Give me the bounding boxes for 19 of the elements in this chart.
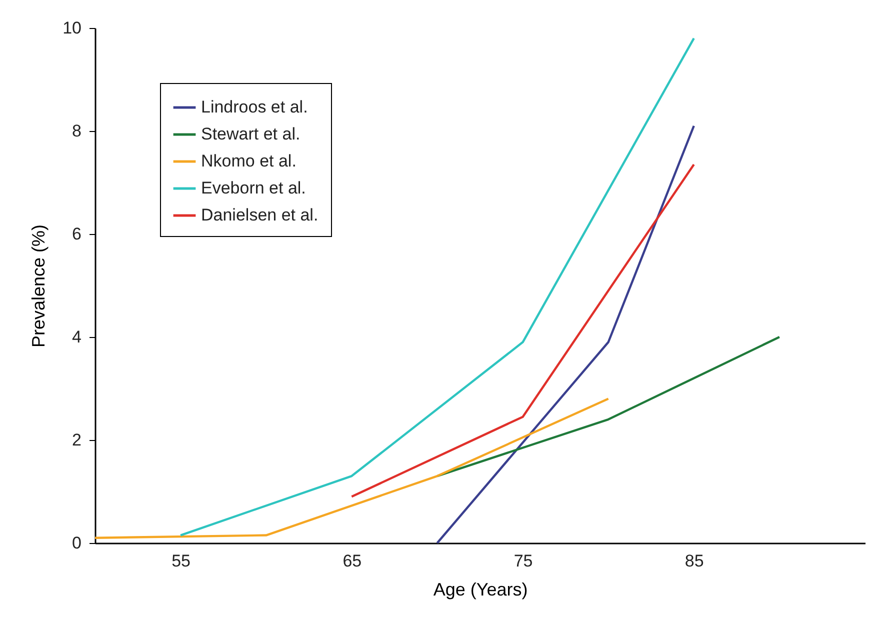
legend-label: Eveborn et al. (201, 178, 306, 198)
line-series (179, 37, 695, 536)
x-tick-label: 55 (172, 552, 191, 570)
x-axis-title: Age (Years) (433, 580, 528, 600)
line-series (94, 398, 610, 539)
legend-label: Nkomo et al. (201, 152, 296, 170)
y-tick-label: 2 (72, 430, 82, 450)
y-tick-label: 10 (62, 18, 82, 38)
y-tick-label: 8 (72, 122, 82, 140)
legend-label: Danielsen et al. (201, 206, 318, 224)
legend-label: Stewart et al. (201, 124, 300, 144)
y-tick-label: 0 (72, 534, 82, 552)
legend-label: Lindroos et al. (201, 98, 308, 116)
x-tick-label: 65 (342, 552, 362, 570)
y-tick-label: 6 (72, 224, 82, 244)
x-tick-label: 75 (514, 552, 533, 570)
y-axis-title: Prevalence (%) (28, 224, 49, 348)
x-tick-label: 85 (684, 552, 704, 570)
y-tick-label: 4 (72, 328, 82, 346)
